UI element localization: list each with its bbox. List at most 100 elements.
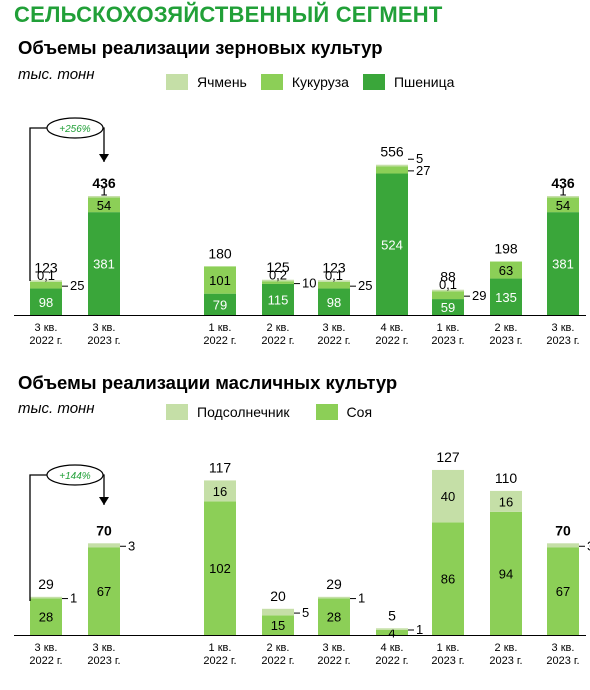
oilseed-unit-label: тыс. тонн	[18, 400, 95, 417]
value-label-wheat-2: 79	[213, 297, 227, 312]
category-label-line1-1: 3 кв.	[93, 322, 116, 334]
category-label-line2-2: 2022 г.	[203, 335, 236, 347]
bar-barley-1	[88, 196, 120, 198]
bar-wheat-0	[30, 288, 62, 315]
category-label-line1-3: 2 кв.	[267, 642, 290, 654]
bar-wheat-3	[262, 283, 294, 315]
bar-corn-3	[262, 281, 294, 284]
bar-wheat-2	[204, 293, 236, 315]
category-label-line2-5: 2022 г.	[375, 655, 408, 667]
bar-wheat-8	[547, 212, 579, 315]
bar-sunflower-1	[88, 543, 120, 548]
total-label-2: 117	[209, 459, 232, 475]
value-label-sunflower-1: 3	[128, 538, 135, 553]
value-label-barley-4: 0,1	[325, 268, 343, 283]
value-label-sunflower-7: 16	[499, 494, 513, 509]
value-label-corn-1: 54	[97, 198, 111, 213]
category-label-line1-2: 1 кв.	[209, 322, 232, 334]
bar-barley-0	[30, 280, 62, 282]
legend-swatch-wheat	[362, 74, 385, 90]
bar-sunflower-0	[30, 596, 62, 599]
category-label-line1-7: 2 кв.	[495, 642, 518, 654]
value-label-sunflower-2: 16	[213, 484, 227, 499]
value-label-sunflower-8: 3	[587, 538, 590, 553]
value-label-corn-3: 10	[302, 276, 316, 291]
value-label-wheat-5: 524	[381, 237, 403, 252]
category-label-line2-3: 2022 г.	[261, 335, 294, 347]
growth-badge	[46, 464, 104, 486]
total-label-7: 110	[495, 470, 518, 486]
value-label-barley-8: 1	[559, 184, 566, 199]
value-label-wheat-8: 381	[552, 257, 574, 272]
value-label-barley-0: 0,1	[37, 268, 55, 283]
value-label-wheat-0: 98	[39, 295, 53, 310]
bar-sunflower-5	[376, 628, 408, 630]
bar-wheat-7	[490, 278, 522, 315]
value-label-corn-5: 27	[416, 163, 430, 178]
value-label-sunflower-3: 5	[302, 605, 309, 620]
legend-label-wheat: Пшеница	[393, 74, 455, 90]
total-label-1: 436	[92, 175, 116, 191]
bar-corn-4	[318, 281, 350, 289]
total-label-8: 436	[551, 175, 575, 191]
category-label-line2-0: 2022 г.	[29, 655, 62, 667]
bar-corn-5	[376, 166, 408, 174]
legend-swatch-corn	[260, 74, 283, 90]
legend-item-sunflower: Подсолнечник	[166, 404, 290, 420]
bar-soy-7	[490, 511, 522, 635]
category-label-line2-1: 2023 г.	[87, 655, 120, 667]
total-label-7: 198	[494, 241, 518, 257]
category-label-line1-6: 1 кв.	[437, 322, 460, 334]
bar-soy-3	[262, 615, 294, 635]
legend-label-corn: Кукуруза	[291, 74, 349, 90]
value-label-soy-4: 28	[327, 610, 341, 625]
bar-sunflower-7	[490, 490, 522, 512]
value-label-sunflower-5: 1	[416, 622, 423, 637]
category-label-line2-0: 2022 г.	[29, 335, 62, 347]
grain-chart-title: Объемы реализации зерновых культур	[18, 37, 383, 58]
value-label-soy-5: 4	[388, 625, 395, 640]
growth-arrow-head	[99, 497, 109, 505]
category-label-line2-1: 2023 г.	[87, 335, 120, 347]
category-label-line2-4: 2022 г.	[317, 335, 350, 347]
value-label-soy-8: 67	[556, 584, 570, 599]
value-label-barley-6: 0,1	[439, 277, 457, 292]
bar-corn-8	[547, 197, 579, 213]
bar-barley-6	[432, 289, 464, 292]
bar-wheat-4	[318, 288, 350, 315]
legend-swatch-soy	[315, 404, 338, 420]
bar-barley-5	[376, 164, 408, 167]
value-label-corn-4: 25	[358, 278, 372, 293]
value-label-corn-6: 29	[472, 288, 486, 303]
value-label-soy-2: 102	[209, 561, 231, 576]
value-label-soy-7: 94	[499, 566, 513, 581]
category-label-line2-8: 2023 г.	[546, 655, 579, 667]
value-label-barley-3: 0,2	[269, 267, 287, 282]
total-label-3: 20	[270, 588, 286, 604]
category-label-line2-4: 2022 г.	[317, 655, 350, 667]
bar-sunflower-3	[262, 608, 294, 616]
segment-title: СЕЛЬСКОХОЗЯЙСТВЕННЫЙ СЕГМЕНТ	[14, 2, 443, 27]
value-label-corn-8: 54	[556, 198, 570, 213]
category-label-line2-8: 2023 г.	[546, 335, 579, 347]
bar-sunflower-6	[432, 469, 464, 523]
value-label-soy-0: 28	[39, 610, 53, 625]
bar-barley-8	[547, 196, 579, 198]
total-label-5: 5	[388, 607, 396, 623]
category-label-line1-8: 3 кв.	[552, 642, 575, 654]
value-label-corn-0: 25	[70, 278, 84, 293]
value-label-barley-5: 5	[416, 151, 423, 166]
bar-wheat-6	[432, 299, 464, 315]
legend-swatch-sunflower	[166, 404, 188, 420]
bar-barley-4	[318, 280, 350, 282]
growth-badge	[46, 117, 104, 139]
category-label-line2-6: 2023 г.	[431, 655, 464, 667]
legend-label-soy: Соя	[346, 404, 373, 420]
value-label-soy-1: 67	[97, 584, 111, 599]
category-label-line1-5: 4 кв.	[381, 642, 404, 654]
category-label-line1-1: 3 кв.	[93, 642, 116, 654]
category-label-line1-5: 4 кв.	[381, 322, 404, 334]
total-label-2: 180	[208, 245, 232, 261]
legend-label-sunflower: Подсолнечник	[197, 404, 290, 420]
